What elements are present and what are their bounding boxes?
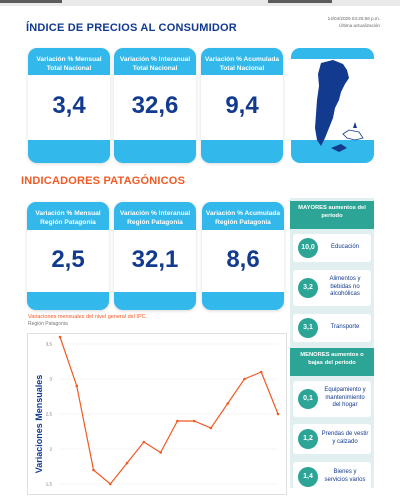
card-acumulada-patagonia[interactable]: Variación % Acumulada Región Patagonia 8,… <box>202 202 284 310</box>
value-badge: 1,2 <box>298 429 318 449</box>
data-point[interactable] <box>226 402 229 405</box>
card-label: Total Nacional <box>46 64 92 72</box>
data-point[interactable] <box>159 451 162 454</box>
item-label: Prendas de vestir y calzado <box>321 431 369 445</box>
ipc-line-chart[interactable]: Variaciones Mensuales 3,5 3 2,5 2 1,5 <box>27 333 287 495</box>
item-label: Bienes y servicios varios <box>324 469 366 483</box>
patagonicos-section-title: INDICADORES PATAGÓNICOS <box>21 175 186 187</box>
item-label: Educación <box>330 244 360 250</box>
card-label: Variación % Acumulada <box>205 210 281 217</box>
card-value: 32,1 <box>131 246 179 273</box>
menores-item[interactable]: 1,2 Prendas de vestir y calzado <box>293 424 371 454</box>
top-bar-segment-left <box>0 0 62 3</box>
card-label: Variación % Interanual <box>119 56 191 63</box>
mayores-header: MAYORES aumentos del periodo <box>290 201 374 229</box>
top-bar <box>0 0 400 6</box>
menores-header: MENORES aumentos o bajas del periodo <box>290 348 374 376</box>
card-mensual-nacional[interactable]: Variación % Mensual Total Nacional 3,4 <box>28 48 110 163</box>
y-axis-title: Variaciones Mensuales <box>34 375 44 474</box>
value-badge: 1,4 <box>298 467 318 487</box>
value-badge: 3,2 <box>298 278 318 298</box>
ipc-section-title: ÍNDICE DE PRECIOS AL CONSUMIDOR <box>26 22 237 34</box>
y-tick-label: 3,5 <box>46 342 53 347</box>
chart-svg: Variaciones Mensuales 3,5 3 2,5 2 1,5 <box>34 335 280 487</box>
item-label: Alimentos y bebidas no alcohólicas <box>329 276 361 297</box>
card-value: 8,6 <box>226 246 260 273</box>
card-interanual-nacional[interactable]: Variación % Interanual Total Nacional 32,… <box>114 48 196 163</box>
data-point[interactable] <box>259 370 263 374</box>
y-tick-label: 2,5 <box>46 412 53 417</box>
card-mensual-patagonia[interactable]: Variación % Mensual Región Patagonia 2,5 <box>27 202 109 310</box>
card-label: Variación % Interanual <box>119 210 191 217</box>
y-tick-label: 1,5 <box>46 482 53 487</box>
item-label: Equipamiento y mantenimiento del hogar <box>324 387 366 408</box>
card-label: Total Nacional <box>132 64 178 72</box>
data-point[interactable] <box>92 468 95 472</box>
argentina-map-icon <box>315 60 364 152</box>
menores-item[interactable]: 1,4 Bienes y servicios varios <box>293 462 371 492</box>
item-label: Transporte <box>330 324 360 330</box>
last-update-date: 14/04/2026 04:25:56 p.m. <box>327 16 380 21</box>
value-badge: 10,0 <box>298 238 318 258</box>
value-badge: 0,1 <box>298 389 318 409</box>
card-label: Región Patagonia <box>127 218 183 226</box>
data-point[interactable] <box>142 440 146 444</box>
data-point[interactable] <box>192 419 196 423</box>
card-value: 9,4 <box>225 92 259 119</box>
mayores-item[interactable]: 3,1 Transporte <box>293 314 371 342</box>
value-badge: 3,1 <box>298 318 318 338</box>
data-point[interactable] <box>58 335 62 339</box>
data-point[interactable] <box>276 412 280 416</box>
card-interanual-patagonia[interactable]: Variación % Interanual Región Patagonia 3… <box>114 202 196 310</box>
menores-item[interactable]: 0,1 Equipamiento y mantenimiento del hog… <box>293 381 371 417</box>
top-bar-segment-right <box>268 0 332 3</box>
argentina-map <box>291 48 374 163</box>
card-label: Región Patagonia <box>40 218 96 226</box>
card-value: 32,6 <box>131 92 179 119</box>
card-value: 3,4 <box>52 92 86 119</box>
card-label: Total Nacional <box>219 64 265 72</box>
card-label: Variación % Acumulada <box>204 56 280 63</box>
mayores-item[interactable]: 3,2 Alimentos y bebidas no alcohólicas <box>293 270 371 306</box>
last-update: 14/04/2026 04:25:56 p.m. Última actualiz… <box>328 15 380 29</box>
card-value: 2,5 <box>51 246 85 273</box>
data-point[interactable] <box>209 426 213 430</box>
data-point[interactable] <box>109 482 112 486</box>
last-update-label: Última actualización <box>339 23 380 28</box>
card-label: Región Patagonia <box>215 218 271 226</box>
y-tick-label: 2 <box>49 447 52 452</box>
y-tick-label: 3 <box>49 377 52 382</box>
chart-subtitle: Región Patagonia <box>28 321 68 327</box>
data-point[interactable] <box>243 377 246 381</box>
data-point[interactable] <box>176 419 179 423</box>
card-label: Variación % Mensual <box>35 210 101 217</box>
aumentos-panel: MAYORES aumentos del periodo 10,0 Educac… <box>290 198 374 492</box>
data-point[interactable] <box>75 384 79 388</box>
card-acumulada-nacional[interactable]: Variación % Acumulada Total Nacional 9,4 <box>201 48 283 163</box>
card-label: Variación % Mensual <box>36 56 102 63</box>
data-point[interactable] <box>125 461 129 465</box>
mayores-item[interactable]: 10,0 Educación <box>293 234 371 262</box>
chart-title: Variaciones mensuales del nivel general … <box>28 314 148 320</box>
series-line <box>59 336 279 485</box>
